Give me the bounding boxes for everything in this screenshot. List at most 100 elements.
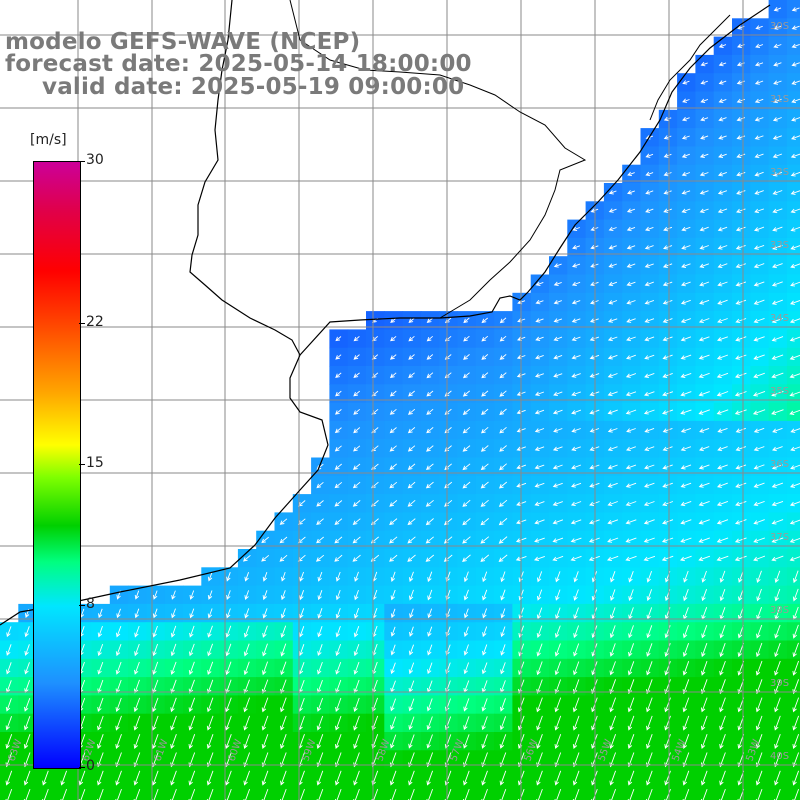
arrow-icon [753,354,765,360]
arrow-icon [680,555,692,562]
arrow-icon [261,770,269,786]
arrow-icon [151,734,159,749]
wind-cell [54,786,74,800]
arrow-icon [444,788,452,800]
wind-cell [786,274,800,294]
arrow-icon [699,263,710,268]
arrow-icon [389,536,398,544]
arrow-icon [499,372,507,379]
arrow-icon [389,463,397,471]
arrow-icon [352,500,361,507]
arrow-icon [354,607,360,619]
arrow-icon [644,372,655,378]
arrow-icon [773,62,782,67]
arrow-icon [607,482,618,488]
arrow-icon [151,715,159,731]
arrow-icon [5,788,13,800]
border-line [289,0,587,319]
title-valid-date: valid date: 2025-05-19 09:00:00 [42,74,465,100]
arrow-icon [188,697,196,713]
arrow-icon [408,372,415,379]
arrow-icon [608,208,617,213]
arrow-icon [188,788,196,800]
arrow-icon [78,770,86,786]
arrow-icon [188,643,195,657]
arrow-icon [170,679,177,694]
arrow-icon [499,698,506,712]
arrow-icon [571,318,581,323]
arrow-icon [279,554,288,562]
arrow-icon [662,299,673,305]
arrow-icon [645,153,654,158]
arrow-icon [280,590,286,601]
arrow-icon [791,62,800,67]
wind-cell [786,311,800,330]
arrow-icon [334,409,342,415]
arrow-icon [408,589,414,601]
arrow-icon [719,715,726,731]
arrow-icon [225,770,232,786]
arrow-icon [572,244,581,250]
arrow-icon [681,263,691,268]
arrow-icon [499,354,507,360]
arrow-icon [425,481,434,489]
arrow-icon [717,318,728,324]
arrow-icon [335,697,342,712]
wind-cell [109,786,129,800]
arrow-icon [115,661,122,675]
arrow-icon [701,625,708,639]
arrow-icon [719,642,726,658]
latitude-label: 33S [770,240,789,251]
arrow-icon [170,788,177,800]
colorbar-tick-label: 15 [86,455,104,471]
arrow-icon [407,463,416,471]
arrow-icon [60,770,68,786]
arrow-icon [626,428,636,433]
arrow-icon [607,446,618,452]
arrow-icon [755,788,763,800]
arrow-icon [754,135,764,140]
arrow-icon [334,518,343,526]
arrow-icon [627,788,635,800]
arrow-icon [353,336,360,342]
arrow-icon [571,446,581,451]
arrow-icon [570,501,582,507]
arrow-icon [753,390,766,397]
arrow-icon [756,570,762,583]
arrow-icon [771,317,784,324]
latitude-label: 38S [770,605,789,616]
arrow-icon [426,698,433,712]
arrow-icon [662,446,673,452]
arrow-icon [409,626,414,637]
arrow-icon [753,482,765,488]
arrow-icon [518,589,524,601]
arrow-icon [682,715,690,731]
arrow-icon [534,391,545,396]
arrow-icon [6,626,12,638]
arrow-icon [719,660,726,676]
arrow-icon [662,409,674,415]
arrow-icon [427,662,433,675]
arrow-icon [115,643,122,657]
wind-cell [786,164,800,184]
arrow-icon [462,463,471,471]
arrow-icon [298,788,305,800]
arrow-icon [555,571,561,583]
arrow-icon [680,372,692,378]
arrow-icon [771,336,784,342]
arrow-icon [261,679,269,694]
arrow-icon [646,679,653,695]
arrow-icon [792,734,800,749]
arrow-icon [390,734,397,749]
latitude-label: 36S [770,459,789,470]
arrow-icon [644,336,655,342]
arrow-icon [170,697,177,713]
arrow-icon [609,643,616,657]
arrow-icon [480,445,489,452]
coastline [0,0,771,626]
arrow-icon [773,7,782,12]
arrow-icon [610,571,616,583]
arrow-icon [152,661,159,675]
wind-cell [786,750,800,770]
arrow-icon [735,299,747,305]
